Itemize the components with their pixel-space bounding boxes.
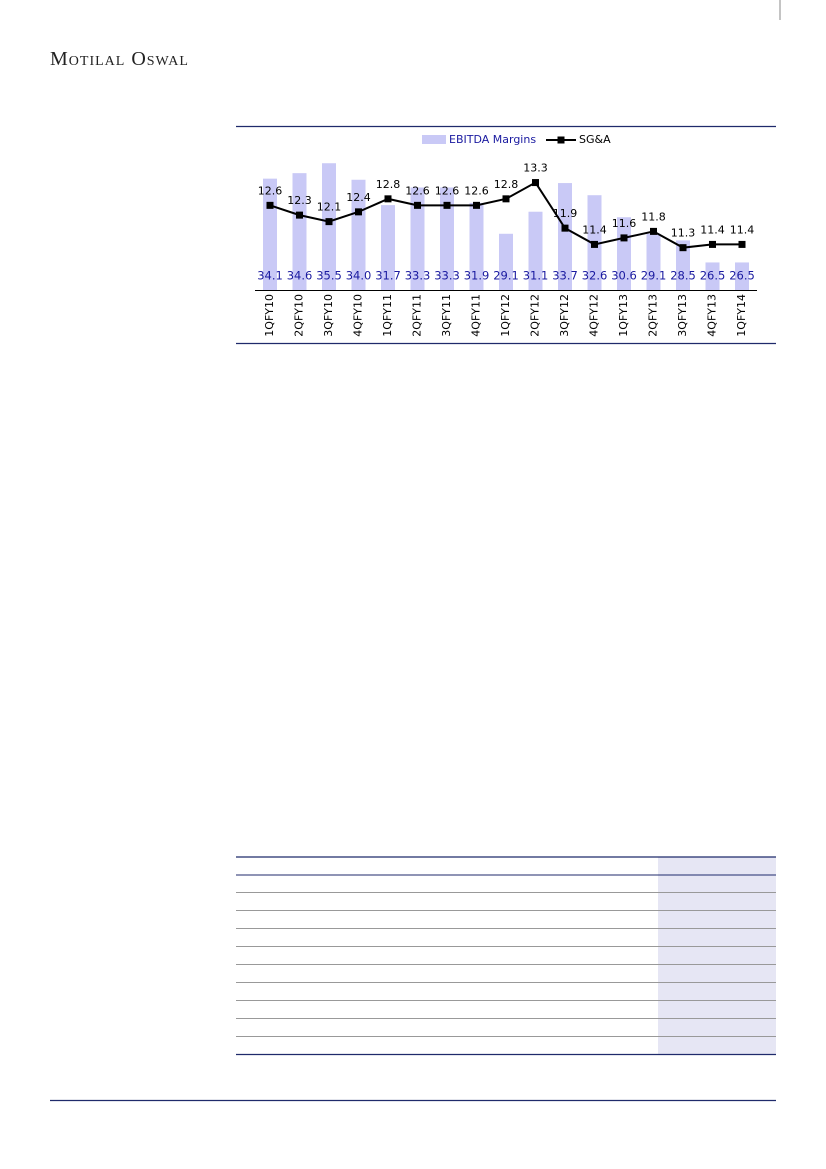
line-label: 12.8: [494, 178, 519, 191]
line-marker: [679, 244, 687, 252]
bar-label: 29.1: [641, 269, 667, 283]
x-tick-label: 4QFY11: [470, 294, 483, 337]
line-label: 12.8: [376, 178, 401, 191]
bar-label: 31.7: [375, 269, 401, 283]
x-tick-label: 3QFY10: [322, 294, 335, 337]
bar: [528, 211, 543, 290]
line-label: 12.1: [317, 201, 342, 214]
x-tick-label: 4QFY13: [706, 294, 719, 337]
legend-label: SG&A: [579, 133, 611, 146]
bar-label: 33.3: [405, 269, 431, 283]
x-tick-label: 1QFY11: [381, 294, 394, 337]
bar: [735, 262, 749, 290]
x-tick-label: 1QFY13: [617, 294, 630, 337]
x-tick-label: 1QFY14: [735, 294, 748, 337]
bar: [410, 187, 425, 290]
line-marker: [325, 218, 333, 226]
x-tick-label: 2QFY11: [411, 294, 424, 337]
line-marker: [532, 179, 539, 187]
line-label: 11.3: [671, 227, 696, 240]
line-marker: [384, 195, 392, 203]
x-tick-label: 1QFY12: [499, 294, 512, 337]
line-marker: [502, 195, 510, 203]
line-marker: [355, 208, 362, 216]
line-label: 12.6: [405, 184, 430, 197]
x-tick-label: 4QFY12: [588, 294, 601, 337]
line-marker: [266, 201, 274, 209]
bar: [469, 202, 484, 290]
line-marker: [650, 227, 657, 235]
x-tick-label: 2QFY12: [529, 294, 542, 337]
bar-label: 35.5: [316, 269, 342, 283]
x-tick-label: 3QFY13: [676, 294, 689, 337]
line-label: 11.4: [700, 223, 725, 236]
line-label: 12.6: [464, 184, 489, 197]
legend-swatch: [422, 135, 446, 144]
line-marker: [443, 201, 451, 209]
bar: [292, 173, 307, 290]
x-tick-label: 3QFY11: [440, 294, 453, 337]
bar: [381, 205, 395, 290]
bar-label: 26.5: [729, 269, 755, 283]
bar-label: 33.3: [434, 269, 460, 283]
x-tick-label: 3QFY12: [558, 294, 571, 337]
legend-swatch: [557, 136, 565, 144]
line-marker: [473, 201, 480, 209]
legend-label: EBITDA Margins: [449, 133, 536, 146]
line-label: 11.9: [553, 207, 578, 220]
line-marker: [709, 240, 716, 248]
line-label: 11.4: [730, 223, 755, 236]
line-marker: [296, 211, 303, 219]
line-marker: [591, 240, 598, 248]
bar: [440, 187, 454, 290]
line-label: 12.4: [346, 191, 371, 204]
table-grid: [236, 856, 776, 1056]
bar-label: 34.0: [346, 269, 372, 283]
bar-label: 29.1: [493, 269, 519, 283]
x-tick-label: 4QFY10: [352, 294, 365, 337]
bar-label: 34.6: [287, 269, 313, 283]
line-label: 11.4: [582, 223, 607, 236]
line-label: 12.6: [435, 184, 460, 197]
bar: [499, 233, 513, 290]
x-tick-label: 2QFY10: [293, 294, 306, 337]
bar: [351, 179, 366, 290]
line-label: 11.6: [612, 217, 637, 230]
line-label: 12.6: [258, 184, 283, 197]
line-marker: [620, 234, 628, 242]
line-label: 12.3: [287, 194, 312, 207]
bar-label: 26.5: [700, 269, 726, 283]
bar: [558, 183, 572, 290]
shaded-column: [658, 857, 776, 1054]
bar-label: 28.5: [670, 269, 696, 283]
line-marker: [414, 201, 421, 209]
line-label: 11.8: [641, 210, 666, 223]
bar-label: 32.6: [582, 269, 608, 283]
x-tick-label: 2QFY13: [647, 294, 660, 337]
bar-label: 31.1: [523, 269, 549, 283]
bar: [676, 240, 690, 290]
line-marker: [561, 224, 569, 232]
bar-label: 33.7: [552, 269, 578, 283]
bar-label: 30.6: [611, 269, 637, 283]
brand: Motilal Oswal: [50, 48, 189, 70]
bar: [646, 233, 661, 290]
line-label: 13.3: [523, 162, 548, 175]
bar: [705, 262, 720, 290]
bar: [322, 163, 336, 290]
x-tick-label: 1QFY10: [263, 294, 276, 337]
line-marker: [738, 240, 746, 248]
bar-label: 31.9: [464, 269, 490, 283]
bar-label: 34.1: [257, 269, 283, 283]
